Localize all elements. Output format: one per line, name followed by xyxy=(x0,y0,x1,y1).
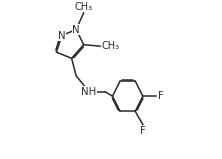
Text: CH₃: CH₃ xyxy=(75,2,93,12)
Text: F: F xyxy=(140,126,146,136)
Text: F: F xyxy=(158,91,164,101)
Text: N: N xyxy=(72,24,80,35)
Text: N: N xyxy=(58,31,65,41)
Text: CH₃: CH₃ xyxy=(101,41,119,51)
Text: NH: NH xyxy=(81,87,97,97)
